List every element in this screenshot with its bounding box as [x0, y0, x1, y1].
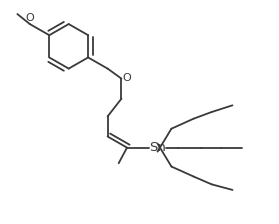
Text: O: O [123, 73, 132, 83]
Text: Sn: Sn [149, 141, 166, 154]
Text: O: O [25, 13, 34, 23]
